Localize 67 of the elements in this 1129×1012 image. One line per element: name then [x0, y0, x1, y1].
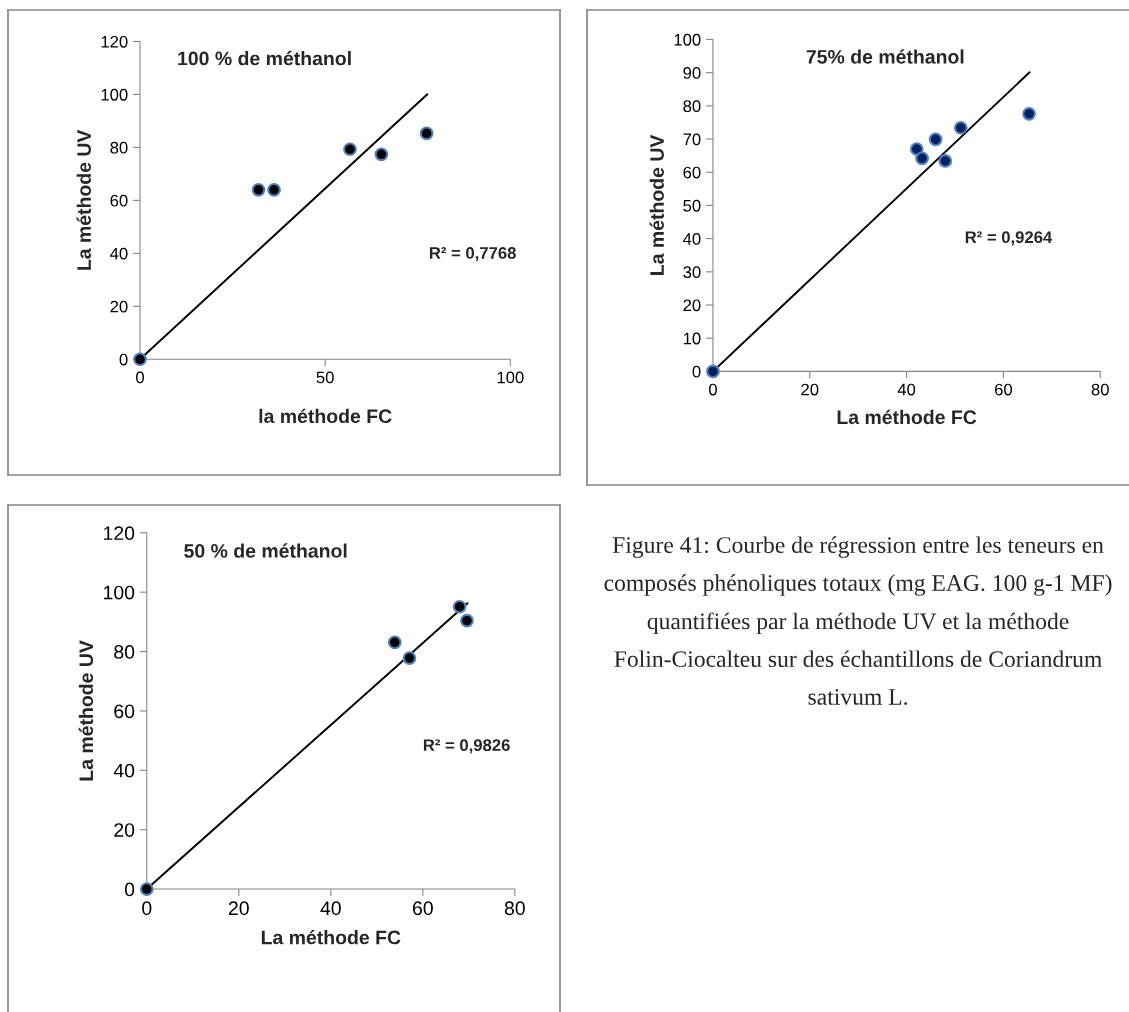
- y-tick-label: 60: [114, 704, 135, 719]
- y-tick-label: 20: [683, 299, 701, 312]
- annotation: R² = 0,9264: [965, 231, 1053, 246]
- point: [251, 182, 266, 197]
- y-tick-label: 50: [683, 199, 701, 212]
- y-tick-label: 80: [114, 645, 135, 659]
- point: [460, 613, 474, 628]
- y-tick-label: 40: [683, 233, 701, 245]
- point: [387, 635, 402, 650]
- y-tick-label: 60: [683, 166, 701, 179]
- point: [452, 599, 467, 614]
- caption: Figure 41: Courbe de régression entre les teneurs en composés phénoliques totaux (mg EAG. 100 g-1 MF) quantifiées par la méthode UV et la méthode Folin-Ciocalteu sur des échantillons de Coriandrum sativum L.: [604, 536, 1112, 705]
- point: [928, 132, 943, 147]
- y-axis-title: La méthode UV: [76, 129, 91, 270]
- x-tick-label: 0: [136, 371, 144, 384]
- annotation: R² = 0,9826: [423, 739, 510, 754]
- y-tick-label: 30: [683, 266, 701, 279]
- x-tick-label: 60: [412, 901, 433, 916]
- x-axis-title: La méthode FC: [261, 929, 401, 945]
- y-tick-label: 20: [114, 823, 135, 837]
- chart-title: 100 % de méthanol: [178, 50, 351, 66]
- chart-title: 50 % de méthanol: [184, 543, 347, 558]
- y-tick-label: 100: [101, 88, 128, 101]
- x-tick-label: 80: [504, 901, 525, 916]
- y-tick-label: 100: [674, 33, 701, 46]
- point: [953, 120, 968, 135]
- y-tick-label: 0: [119, 353, 128, 366]
- y-tick-label: 60: [110, 194, 128, 207]
- x-tick-label: 50: [316, 371, 334, 384]
- x-tick-label: 80: [1091, 383, 1109, 396]
- point: [374, 147, 389, 162]
- y-tick-label: 20: [110, 300, 128, 313]
- chart-title: 75% de méthanol: [806, 49, 964, 64]
- point: [915, 151, 929, 166]
- x-tick-label: 40: [320, 901, 341, 916]
- y-tick-label: 90: [683, 67, 701, 79]
- x-tick-label: 100: [497, 371, 524, 384]
- point: [419, 126, 434, 141]
- x-tick-label: 0: [142, 901, 152, 916]
- y-tick-label: 80: [110, 141, 128, 154]
- point: [706, 364, 720, 379]
- y-tick-label: 70: [683, 133, 701, 146]
- y-tick-label: 120: [104, 526, 135, 541]
- point: [267, 182, 281, 197]
- y-axis-title: La méthode UV: [649, 134, 664, 275]
- y-tick-label: 100: [104, 585, 135, 600]
- x-tick-label: 0: [708, 383, 717, 396]
- x-tick-label: 40: [897, 383, 916, 396]
- x-axis-title: la méthode FC: [259, 408, 392, 424]
- point: [133, 352, 147, 367]
- point: [1022, 106, 1036, 121]
- y-tick-label: 120: [101, 35, 128, 48]
- point: [402, 651, 417, 665]
- y-tick-label: 40: [110, 247, 128, 260]
- point: [343, 142, 357, 157]
- annotation: R² = 0,7768: [429, 247, 516, 262]
- x-axis-title: La méthode FC: [837, 409, 977, 425]
- y-tick-label: 10: [683, 332, 701, 345]
- y-tick-label: 80: [683, 100, 701, 113]
- y-tick-label: 40: [113, 763, 135, 778]
- point: [938, 154, 953, 168]
- x-tick-label: 20: [228, 901, 249, 916]
- x-tick-label: 60: [994, 383, 1013, 396]
- x-tick-label: 20: [801, 383, 819, 396]
- y-tick-label: 0: [124, 882, 135, 897]
- y-axis-title: La méthode UV: [78, 640, 94, 781]
- point: [139, 882, 154, 896]
